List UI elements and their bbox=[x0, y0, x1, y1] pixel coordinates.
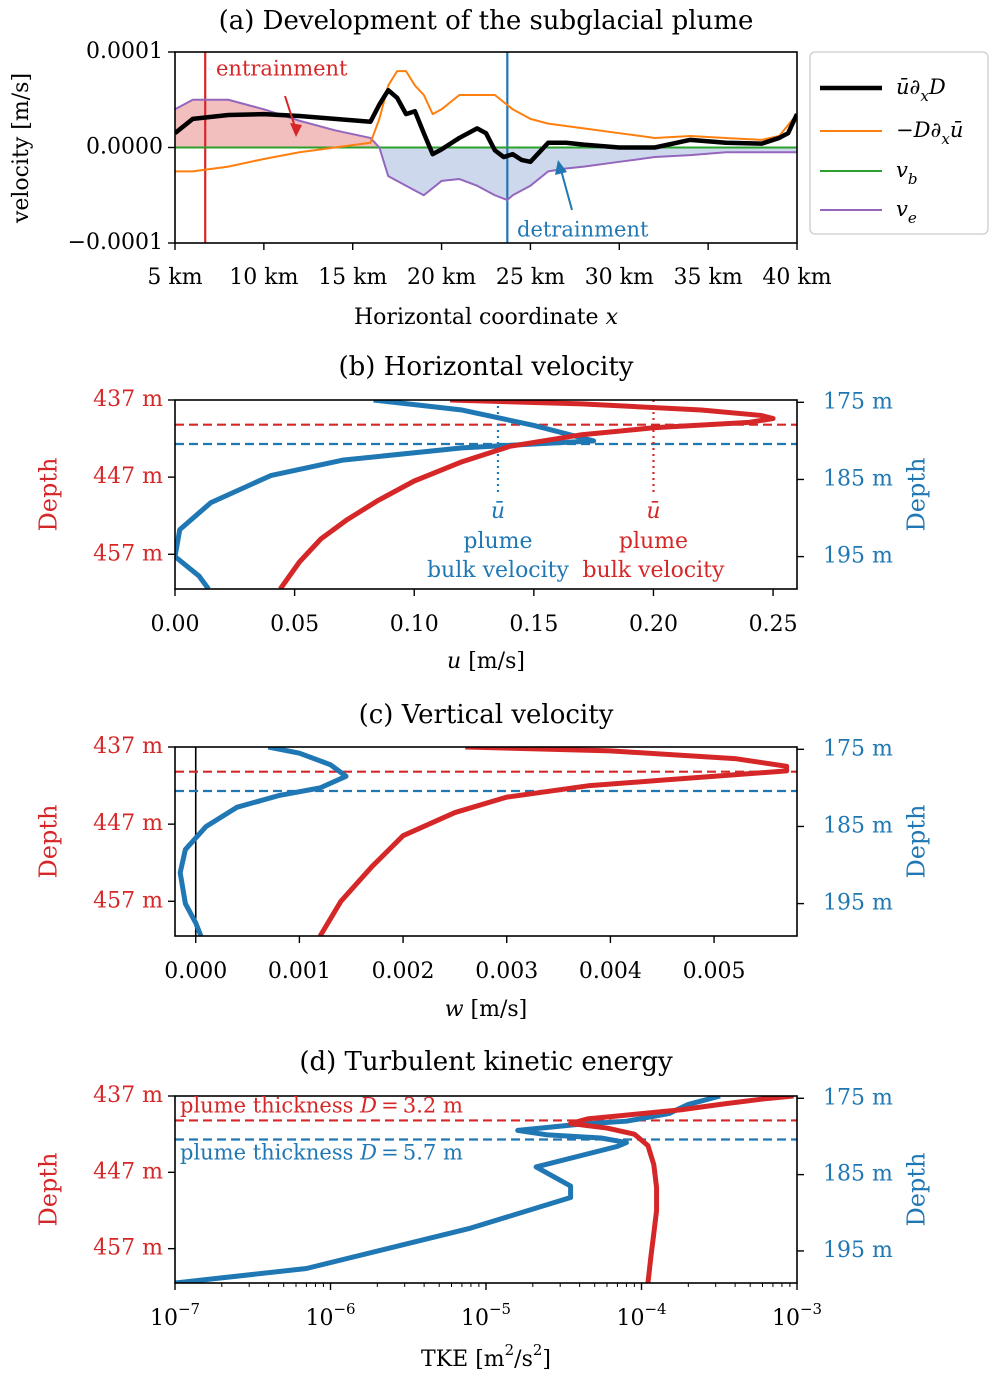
x-tick-label-d: 10−7 bbox=[150, 1300, 200, 1331]
x-tick-label-b: 0.10 bbox=[390, 612, 439, 637]
panel-d-frame bbox=[174, 1095, 798, 1284]
y-axis-label-right-b: Depth bbox=[903, 458, 931, 532]
legend-entry-ve: ve bbox=[896, 197, 917, 228]
y-tick-label-left-d: 437 m bbox=[93, 1083, 163, 1108]
x-tick-label-a: 35 km bbox=[674, 265, 743, 290]
bulk-velocity-sublabel-red: bulk velocity bbox=[582, 558, 725, 583]
x-tick-label-d: 10−4 bbox=[616, 1300, 666, 1331]
series-red-d bbox=[568, 1096, 794, 1283]
y-tick-label-right-c: 185 m bbox=[823, 813, 893, 838]
x-tick-label-c: 0.002 bbox=[372, 959, 435, 984]
y-tick-label-a: 0.0001 bbox=[86, 39, 163, 64]
plume-thickness-label-blue: plume thickness D = 5.7 m bbox=[180, 1140, 463, 1164]
panel-c-frame bbox=[174, 746, 798, 937]
y-tick-label-right-b: 185 m bbox=[823, 466, 893, 491]
panel-b-title: (b) Horizontal velocity bbox=[339, 352, 634, 382]
panel-a-title: (a) Development of the subglacial plume bbox=[219, 6, 754, 36]
entrainment-arrowhead bbox=[290, 123, 302, 137]
y-tick-label-left-d: 457 m bbox=[93, 1236, 163, 1261]
series-red-c bbox=[317, 747, 790, 936]
panel-d-title: (d) Turbulent kinetic energy bbox=[299, 1047, 673, 1077]
series-blue-d bbox=[175, 1096, 721, 1283]
y-axis-label-left-b: Depth bbox=[35, 458, 63, 532]
panel-b-frame bbox=[174, 399, 798, 590]
y-tick-label-right-d: 175 m bbox=[823, 1085, 893, 1110]
y-tick-label-a: 0.0000 bbox=[86, 135, 163, 160]
y-tick-label-left-b: 437 m bbox=[93, 387, 163, 412]
x-tick-label-d: 10−5 bbox=[461, 1300, 511, 1331]
y-tick-label-right-b: 195 m bbox=[823, 544, 893, 569]
panel-c-plot-area bbox=[175, 747, 797, 936]
x-tick-label-b: 0.20 bbox=[629, 612, 678, 637]
legend-box bbox=[809, 51, 989, 235]
x-tick-label-a: 30 km bbox=[585, 265, 654, 290]
y-axis-label-right-c: Depth bbox=[903, 805, 931, 879]
x-tick-label-c: 0.001 bbox=[268, 959, 331, 984]
x-axis-label-d: TKE [m2/s2] bbox=[421, 1341, 551, 1372]
x-axis-label-b: u [m/s] bbox=[447, 649, 525, 674]
bulk-velocity-label-blue: plume bbox=[463, 529, 532, 554]
y-tick-label-left-b: 457 m bbox=[93, 541, 163, 566]
detrainment-fill bbox=[175, 147, 797, 201]
panel-d-plot-area bbox=[175, 1096, 797, 1283]
detrainment-arrowhead bbox=[555, 160, 567, 175]
panel-c-title: (c) Vertical velocity bbox=[359, 700, 614, 730]
y-tick-label-right-c: 175 m bbox=[823, 736, 893, 761]
series-u-dxD bbox=[175, 87, 797, 165]
y-tick-label-left-b: 447 m bbox=[93, 464, 163, 489]
y-tick-label-a: −0.0001 bbox=[68, 230, 163, 255]
x-tick-label-d: 10−3 bbox=[772, 1300, 822, 1331]
x-axis-label-a: Horizontal coordinate x bbox=[354, 305, 619, 330]
x-tick-label-a: 20 km bbox=[407, 265, 476, 290]
bulk-velocity-label-red: plume bbox=[619, 529, 688, 554]
x-tick-label-b: 0.05 bbox=[270, 612, 319, 637]
y-tick-label-left-d: 447 m bbox=[93, 1159, 163, 1184]
x-tick-label-b: 0.00 bbox=[151, 612, 200, 637]
y-axis-label-a: velocity [m/s] bbox=[9, 73, 34, 224]
x-tick-label-a: 5 km bbox=[147, 265, 202, 290]
series-blue-b bbox=[175, 400, 597, 589]
x-tick-label-c: 0.003 bbox=[475, 959, 538, 984]
x-tick-label-a: 10 km bbox=[229, 265, 298, 290]
y-axis-label-right-d: Depth bbox=[903, 1153, 931, 1227]
entrainment-fill bbox=[175, 99, 797, 148]
detrainment-arrow bbox=[560, 169, 573, 211]
y-tick-label-left-c: 447 m bbox=[93, 811, 163, 836]
series-ve bbox=[175, 98, 797, 202]
x-tick-label-a: 25 km bbox=[496, 265, 565, 290]
y-tick-label-right-c: 195 m bbox=[823, 891, 893, 916]
x-tick-label-b: 0.15 bbox=[509, 612, 558, 637]
legend-entry-D-dxu: −D∂xū bbox=[896, 118, 963, 149]
x-tick-label-b: 0.25 bbox=[749, 612, 798, 637]
detrainment-annotation: detrainment bbox=[517, 218, 649, 242]
plume-thickness-label-red: plume thickness D = 3.2 m bbox=[180, 1093, 463, 1117]
y-tick-label-left-c: 457 m bbox=[93, 888, 163, 913]
series-blue-c bbox=[177, 747, 349, 936]
series-red-b bbox=[278, 400, 776, 589]
x-tick-label-d: 10−6 bbox=[305, 1300, 355, 1331]
panel-a-plot-area bbox=[175, 52, 797, 243]
x-tick-label-a: 40 km bbox=[762, 265, 831, 290]
bulk-velocity-sublabel-blue: bulk velocity bbox=[427, 558, 570, 583]
bulk-velocity-symbol-blue: ū bbox=[491, 499, 505, 524]
panel-b-plot-area bbox=[175, 400, 797, 589]
y-tick-label-right-b: 175 m bbox=[823, 389, 893, 414]
y-axis-label-left-d: Depth bbox=[35, 1153, 63, 1227]
y-tick-label-right-d: 195 m bbox=[823, 1238, 893, 1263]
series-D-dxu bbox=[175, 70, 797, 173]
y-axis-label-left-c: Depth bbox=[35, 805, 63, 879]
x-axis-label-c: w [m/s] bbox=[445, 997, 528, 1022]
x-tick-label-a: 15 km bbox=[318, 265, 387, 290]
entrainment-annotation: entrainment bbox=[216, 57, 348, 81]
x-tick-label-c: 0.005 bbox=[683, 959, 746, 984]
bulk-velocity-symbol-red: ū bbox=[646, 499, 660, 524]
x-tick-label-c: 0.000 bbox=[164, 959, 227, 984]
legend-entry-u-dxD: ū∂xD bbox=[896, 75, 946, 106]
x-tick-label-c: 0.004 bbox=[579, 959, 642, 984]
y-tick-label-right-d: 185 m bbox=[823, 1162, 893, 1187]
legend-entry-vb: vb bbox=[896, 158, 918, 189]
y-tick-label-left-c: 437 m bbox=[93, 734, 163, 759]
